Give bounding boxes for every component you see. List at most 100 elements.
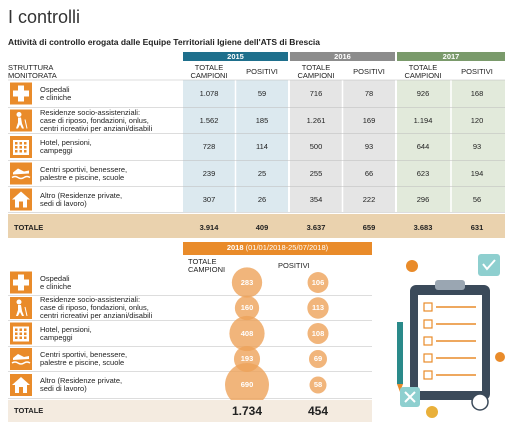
bubble-label: 408 bbox=[240, 328, 254, 338]
question-dot bbox=[495, 352, 505, 362]
total-row-bg bbox=[8, 214, 505, 238]
icon-shape bbox=[13, 90, 29, 97]
row-label: Ospedali bbox=[40, 273, 70, 283]
checkbox bbox=[423, 370, 433, 380]
cell: 716 bbox=[309, 88, 323, 98]
row-label: palestre e piscine, scuole bbox=[40, 358, 125, 367]
cell: 255 bbox=[309, 168, 323, 178]
bubble bbox=[231, 267, 263, 298]
icon bbox=[10, 109, 32, 132]
icon-window bbox=[15, 150, 18, 153]
column-header: CAMPIONI bbox=[190, 71, 228, 80]
cell: 307 bbox=[202, 194, 216, 204]
row-label: sedi di lavoro) bbox=[40, 384, 87, 393]
column-header: TOTALE bbox=[188, 257, 217, 266]
total-label: TOTALE bbox=[14, 406, 44, 415]
x-mark bbox=[404, 391, 416, 403]
bubble-label: 108 bbox=[311, 328, 325, 338]
cell: 93 bbox=[472, 142, 482, 151]
total-row-bg bbox=[8, 400, 372, 422]
bubble-label: 690 bbox=[240, 380, 254, 389]
icon-shape bbox=[13, 168, 29, 175]
column-header: POSITIVI bbox=[278, 261, 310, 270]
cell: 728 bbox=[202, 142, 216, 151]
icon bbox=[10, 188, 32, 211]
clip bbox=[435, 280, 465, 290]
column-header: CAMPIONI bbox=[188, 265, 226, 274]
icon bbox=[10, 297, 32, 319]
icon bbox=[10, 348, 32, 370]
row-label: centri ricreativi per anziani/disabili bbox=[40, 311, 153, 320]
bubble-label: 113 bbox=[311, 303, 325, 312]
checkbox bbox=[423, 353, 433, 363]
cell: 93 bbox=[364, 142, 374, 151]
bubble-label: 58 bbox=[313, 380, 323, 389]
cell: 194 bbox=[470, 168, 484, 178]
total-cell: 1.734 bbox=[231, 404, 263, 418]
icon-shape bbox=[11, 361, 31, 365]
icon-shape bbox=[24, 306, 28, 317]
icon-window bbox=[19, 146, 22, 149]
icon-shape bbox=[16, 112, 22, 117]
cell: 644 bbox=[416, 142, 430, 151]
icon-shape bbox=[11, 175, 31, 180]
year-bar bbox=[290, 52, 395, 61]
icon-shape bbox=[12, 377, 30, 393]
icon-door bbox=[19, 201, 23, 208]
cell: 1.261 bbox=[306, 115, 326, 125]
check-mark bbox=[482, 259, 496, 271]
warning-icon bbox=[406, 260, 418, 272]
row-label: Hotel, pensioni, bbox=[40, 324, 92, 334]
row-label: case di riposo, fondazioni, onlus, bbox=[40, 303, 149, 312]
icon-window bbox=[19, 336, 22, 339]
total-cell: 3.637 bbox=[306, 223, 326, 232]
check-badge bbox=[478, 254, 500, 276]
cell: 26 bbox=[257, 194, 267, 204]
row-label: Altro (Residenze private, bbox=[40, 190, 123, 200]
cell: 185 bbox=[255, 115, 269, 125]
cell: 1.194 bbox=[413, 115, 433, 125]
icon-door bbox=[19, 387, 23, 393]
column-header: CAMPIONI bbox=[404, 71, 442, 80]
icon-window bbox=[24, 332, 27, 335]
icon-shape bbox=[16, 117, 24, 129]
icon bbox=[10, 82, 32, 105]
cell: 222 bbox=[362, 194, 376, 204]
row-label: Ospedali bbox=[40, 84, 70, 94]
bubble bbox=[229, 315, 265, 352]
year-bar bbox=[397, 52, 505, 61]
bubble-label: 160 bbox=[240, 303, 254, 312]
row-label: case di riposo, fondazioni, onlus, bbox=[40, 115, 149, 125]
icon-window bbox=[24, 142, 27, 145]
checkbox bbox=[423, 336, 433, 346]
subtitle: Attività di controllo erogata dalle Equi… bbox=[8, 37, 321, 47]
total-cell: 3.914 bbox=[199, 223, 219, 232]
bubble-label: 283 bbox=[240, 277, 254, 287]
row-label: campeggi bbox=[40, 332, 73, 342]
paper bbox=[418, 295, 482, 391]
checkbox bbox=[423, 319, 433, 329]
icon-window bbox=[15, 146, 18, 149]
row-label: campeggi bbox=[40, 146, 73, 155]
bubble bbox=[309, 376, 327, 394]
icon bbox=[10, 374, 32, 396]
total-cell: 3.683 bbox=[413, 223, 433, 232]
icon-shape bbox=[16, 299, 22, 305]
icon-window bbox=[24, 336, 27, 339]
bubble-label: 106 bbox=[311, 277, 325, 287]
cell: 169 bbox=[362, 115, 376, 125]
structure-header: MONITORATA bbox=[8, 71, 57, 80]
icon bbox=[10, 322, 32, 345]
row-label: Centri sportivi, benessere, bbox=[40, 164, 128, 174]
year-label: 2016 bbox=[334, 52, 351, 61]
row-label: Residenze socio-assistenziali: bbox=[40, 295, 141, 304]
row-label: palestre e piscine, scuole bbox=[40, 172, 125, 182]
clock bbox=[471, 393, 489, 411]
period: (01/01/2018-25/07/2018) bbox=[243, 243, 329, 252]
cell: 114 bbox=[256, 142, 268, 151]
icon bbox=[10, 136, 32, 158]
cell: 296 bbox=[416, 194, 430, 204]
cell: 78 bbox=[364, 88, 374, 98]
total-label: TOTALE bbox=[14, 223, 44, 232]
